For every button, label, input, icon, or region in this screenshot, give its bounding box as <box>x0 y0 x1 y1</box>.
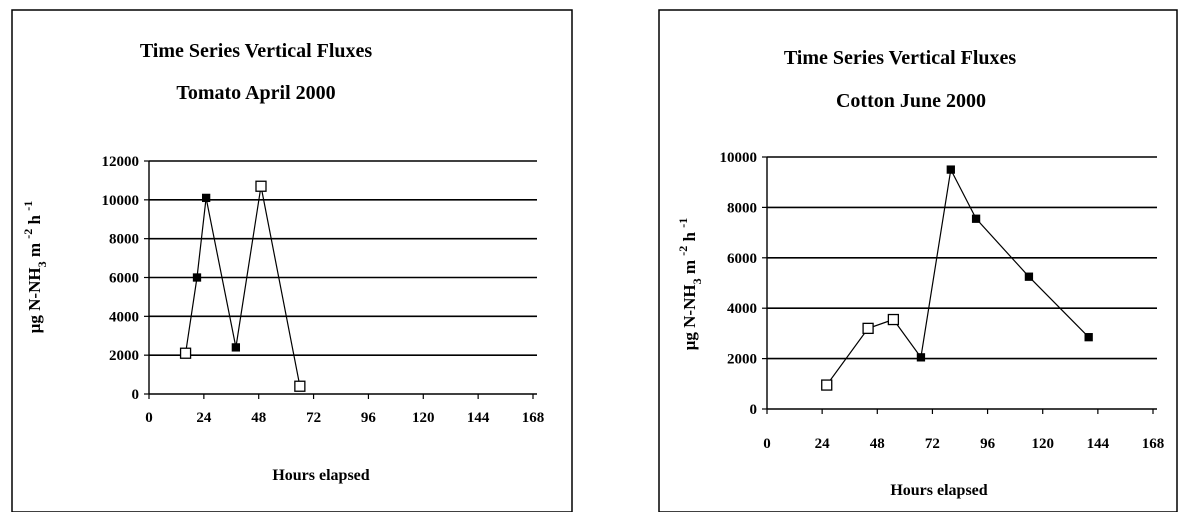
y-label-prefix: μg N-NH <box>680 284 699 350</box>
data-series <box>179 180 306 392</box>
y-label-mid: m <box>25 239 44 262</box>
y-tick-label: 12000 <box>102 154 140 170</box>
svg-text:μg N-NH3 m -2 h -1: μg N-NH3 m -2 h -1 <box>21 201 49 333</box>
x-tick-label: 96 <box>361 410 377 426</box>
series-line <box>185 186 301 387</box>
svg-text:μg N-NH3 m -2 h -1: μg N-NH3 m -2 h -1 <box>676 218 704 350</box>
y-tick-label: 2000 <box>109 348 139 364</box>
chart-subtitle: Cotton June 2000 <box>836 90 986 112</box>
x-tick-label: 168 <box>522 410 545 426</box>
y-tick-label: 10000 <box>720 150 758 166</box>
y-label-mid: m <box>680 256 699 279</box>
chart-title: Time Series Vertical Fluxes <box>784 47 1017 69</box>
y-tick-label: 8000 <box>727 200 757 216</box>
filled-square-marker <box>971 214 981 223</box>
y-label-h: h <box>25 211 44 229</box>
axes <box>762 156 1157 414</box>
x-tick-label: 120 <box>1031 436 1054 452</box>
y-tick-label: 0 <box>750 402 758 418</box>
y-tick-labels: 0 2000 4000 6000 8000 10000 12000 <box>102 154 140 403</box>
open-square-marker <box>887 313 900 326</box>
filled-square-marker <box>916 353 926 362</box>
y-label-sup: -2 <box>676 246 690 256</box>
y-tick-label: 4000 <box>109 309 139 325</box>
filled-square-marker <box>1084 333 1093 342</box>
x-tick-label: 120 <box>412 410 435 426</box>
open-square-marker <box>821 379 833 391</box>
chart-tomato: Time Series Vertical Fluxes Tomato April… <box>11 9 573 512</box>
open-square-marker <box>294 380 306 392</box>
x-tick-label: 48 <box>251 410 266 426</box>
filled-square-marker <box>1024 272 1034 281</box>
y-label-sub: 3 <box>35 261 49 267</box>
y-label-prefix: μg N-NH <box>25 267 44 333</box>
y-label-sup: -2 <box>21 229 35 239</box>
x-tick-label: 144 <box>467 410 490 426</box>
filled-square-marker <box>231 343 241 352</box>
chart-frame <box>658 9 1178 512</box>
chart-title: Time Series Vertical Fluxes <box>140 40 373 62</box>
x-tick-label: 24 <box>196 410 212 426</box>
y-tick-label: 0 <box>132 387 140 403</box>
y-axis-label: μg N-NH3 m -2 h -1 <box>21 201 49 333</box>
x-tick-label: 72 <box>925 436 940 452</box>
x-tick-label: 0 <box>763 436 771 452</box>
chart-cotton: Time Series Vertical Fluxes Cotton June … <box>658 9 1178 512</box>
x-axis-label: Hours elapsed <box>272 467 369 484</box>
filled-square-marker <box>201 193 211 203</box>
x-tick-label: 144 <box>1087 436 1110 452</box>
y-tick-label: 2000 <box>727 352 757 368</box>
x-axis-label: Hours elapsed <box>890 482 987 499</box>
open-square-marker <box>179 347 192 359</box>
x-tick-label: 72 <box>306 410 321 426</box>
y-label-sup2: -1 <box>21 201 35 211</box>
chart-frame <box>11 9 573 512</box>
y-tick-label: 8000 <box>109 232 139 248</box>
y-label-sub: 3 <box>690 278 704 284</box>
x-tick-label: 168 <box>1142 436 1165 452</box>
data-series <box>821 165 1093 391</box>
open-square-marker <box>862 322 874 335</box>
x-tick-label: 24 <box>815 436 831 452</box>
gridlines <box>767 156 1157 360</box>
y-tick-label: 4000 <box>727 301 757 317</box>
y-axis-label: μg N-NH3 m -2 h -1 <box>676 218 704 350</box>
y-tick-label: 10000 <box>102 193 140 209</box>
x-tick-label: 48 <box>870 436 885 452</box>
x-tick-label: 96 <box>980 436 996 452</box>
axes <box>144 160 537 399</box>
filled-square-marker <box>946 165 955 174</box>
y-tick-labels: 0 2000 4000 6000 8000 10000 <box>720 150 758 418</box>
y-label-h: h <box>680 228 699 246</box>
y-label-sup2: -1 <box>676 218 690 228</box>
open-square-marker <box>255 180 267 192</box>
y-tick-label: 6000 <box>109 271 139 287</box>
filled-square-marker <box>192 273 202 282</box>
chart-subtitle: Tomato April 2000 <box>176 82 335 104</box>
y-tick-label: 6000 <box>727 251 757 267</box>
x-tick-labels: 0 24 48 72 96 120 144 168 <box>763 436 1164 452</box>
x-tick-label: 0 <box>145 410 153 426</box>
x-tick-labels: 0 24 48 72 96 120 144 168 <box>145 410 544 426</box>
